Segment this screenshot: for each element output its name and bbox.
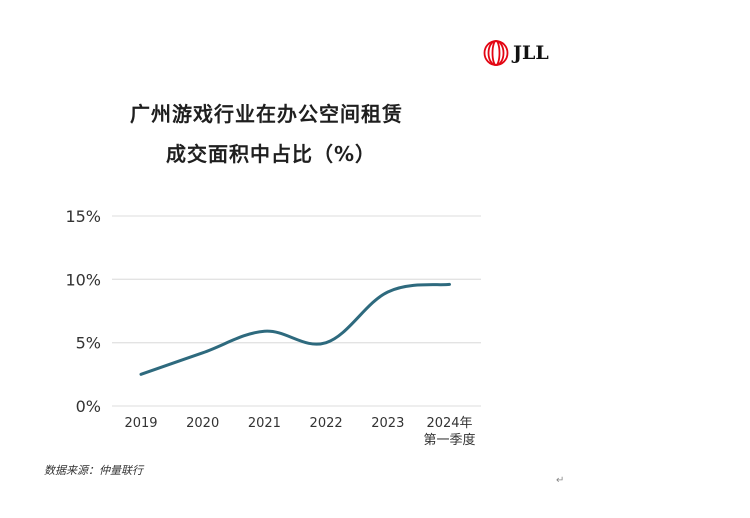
paragraph-mark-icon: ↵ bbox=[556, 475, 565, 486]
x-tick-label: 2024年 bbox=[426, 416, 472, 431]
jll-logo: JLL bbox=[483, 40, 549, 66]
y-tick-label: 5% bbox=[76, 334, 101, 353]
x-tick-label: 第一季度 bbox=[423, 432, 475, 448]
y-tick-label: 10% bbox=[65, 270, 101, 289]
y-axis-labels: 0% 5% 10% 15% bbox=[65, 207, 101, 416]
y-tick-label: 15% bbox=[65, 207, 101, 226]
data-source-note: 数据来源：仲量联行 bbox=[44, 464, 143, 477]
y-tick-label: 0% bbox=[76, 397, 101, 416]
series-line bbox=[139, 282, 451, 376]
jll-logo-icon bbox=[483, 40, 509, 66]
x-tick-label: 2019 bbox=[124, 416, 157, 431]
logo-text: JLL bbox=[513, 42, 549, 64]
x-tick-label: 2020 bbox=[186, 416, 219, 431]
gridlines bbox=[112, 215, 481, 407]
x-tick-label: 2022 bbox=[310, 416, 343, 431]
chart-title-line2: 成交面积中占比（%） bbox=[166, 142, 377, 166]
x-tick-label: 2021 bbox=[248, 416, 281, 431]
chart-title-line1: 广州游戏行业在办公空间租赁 bbox=[130, 102, 403, 126]
x-tick-label: 2023 bbox=[371, 416, 404, 431]
